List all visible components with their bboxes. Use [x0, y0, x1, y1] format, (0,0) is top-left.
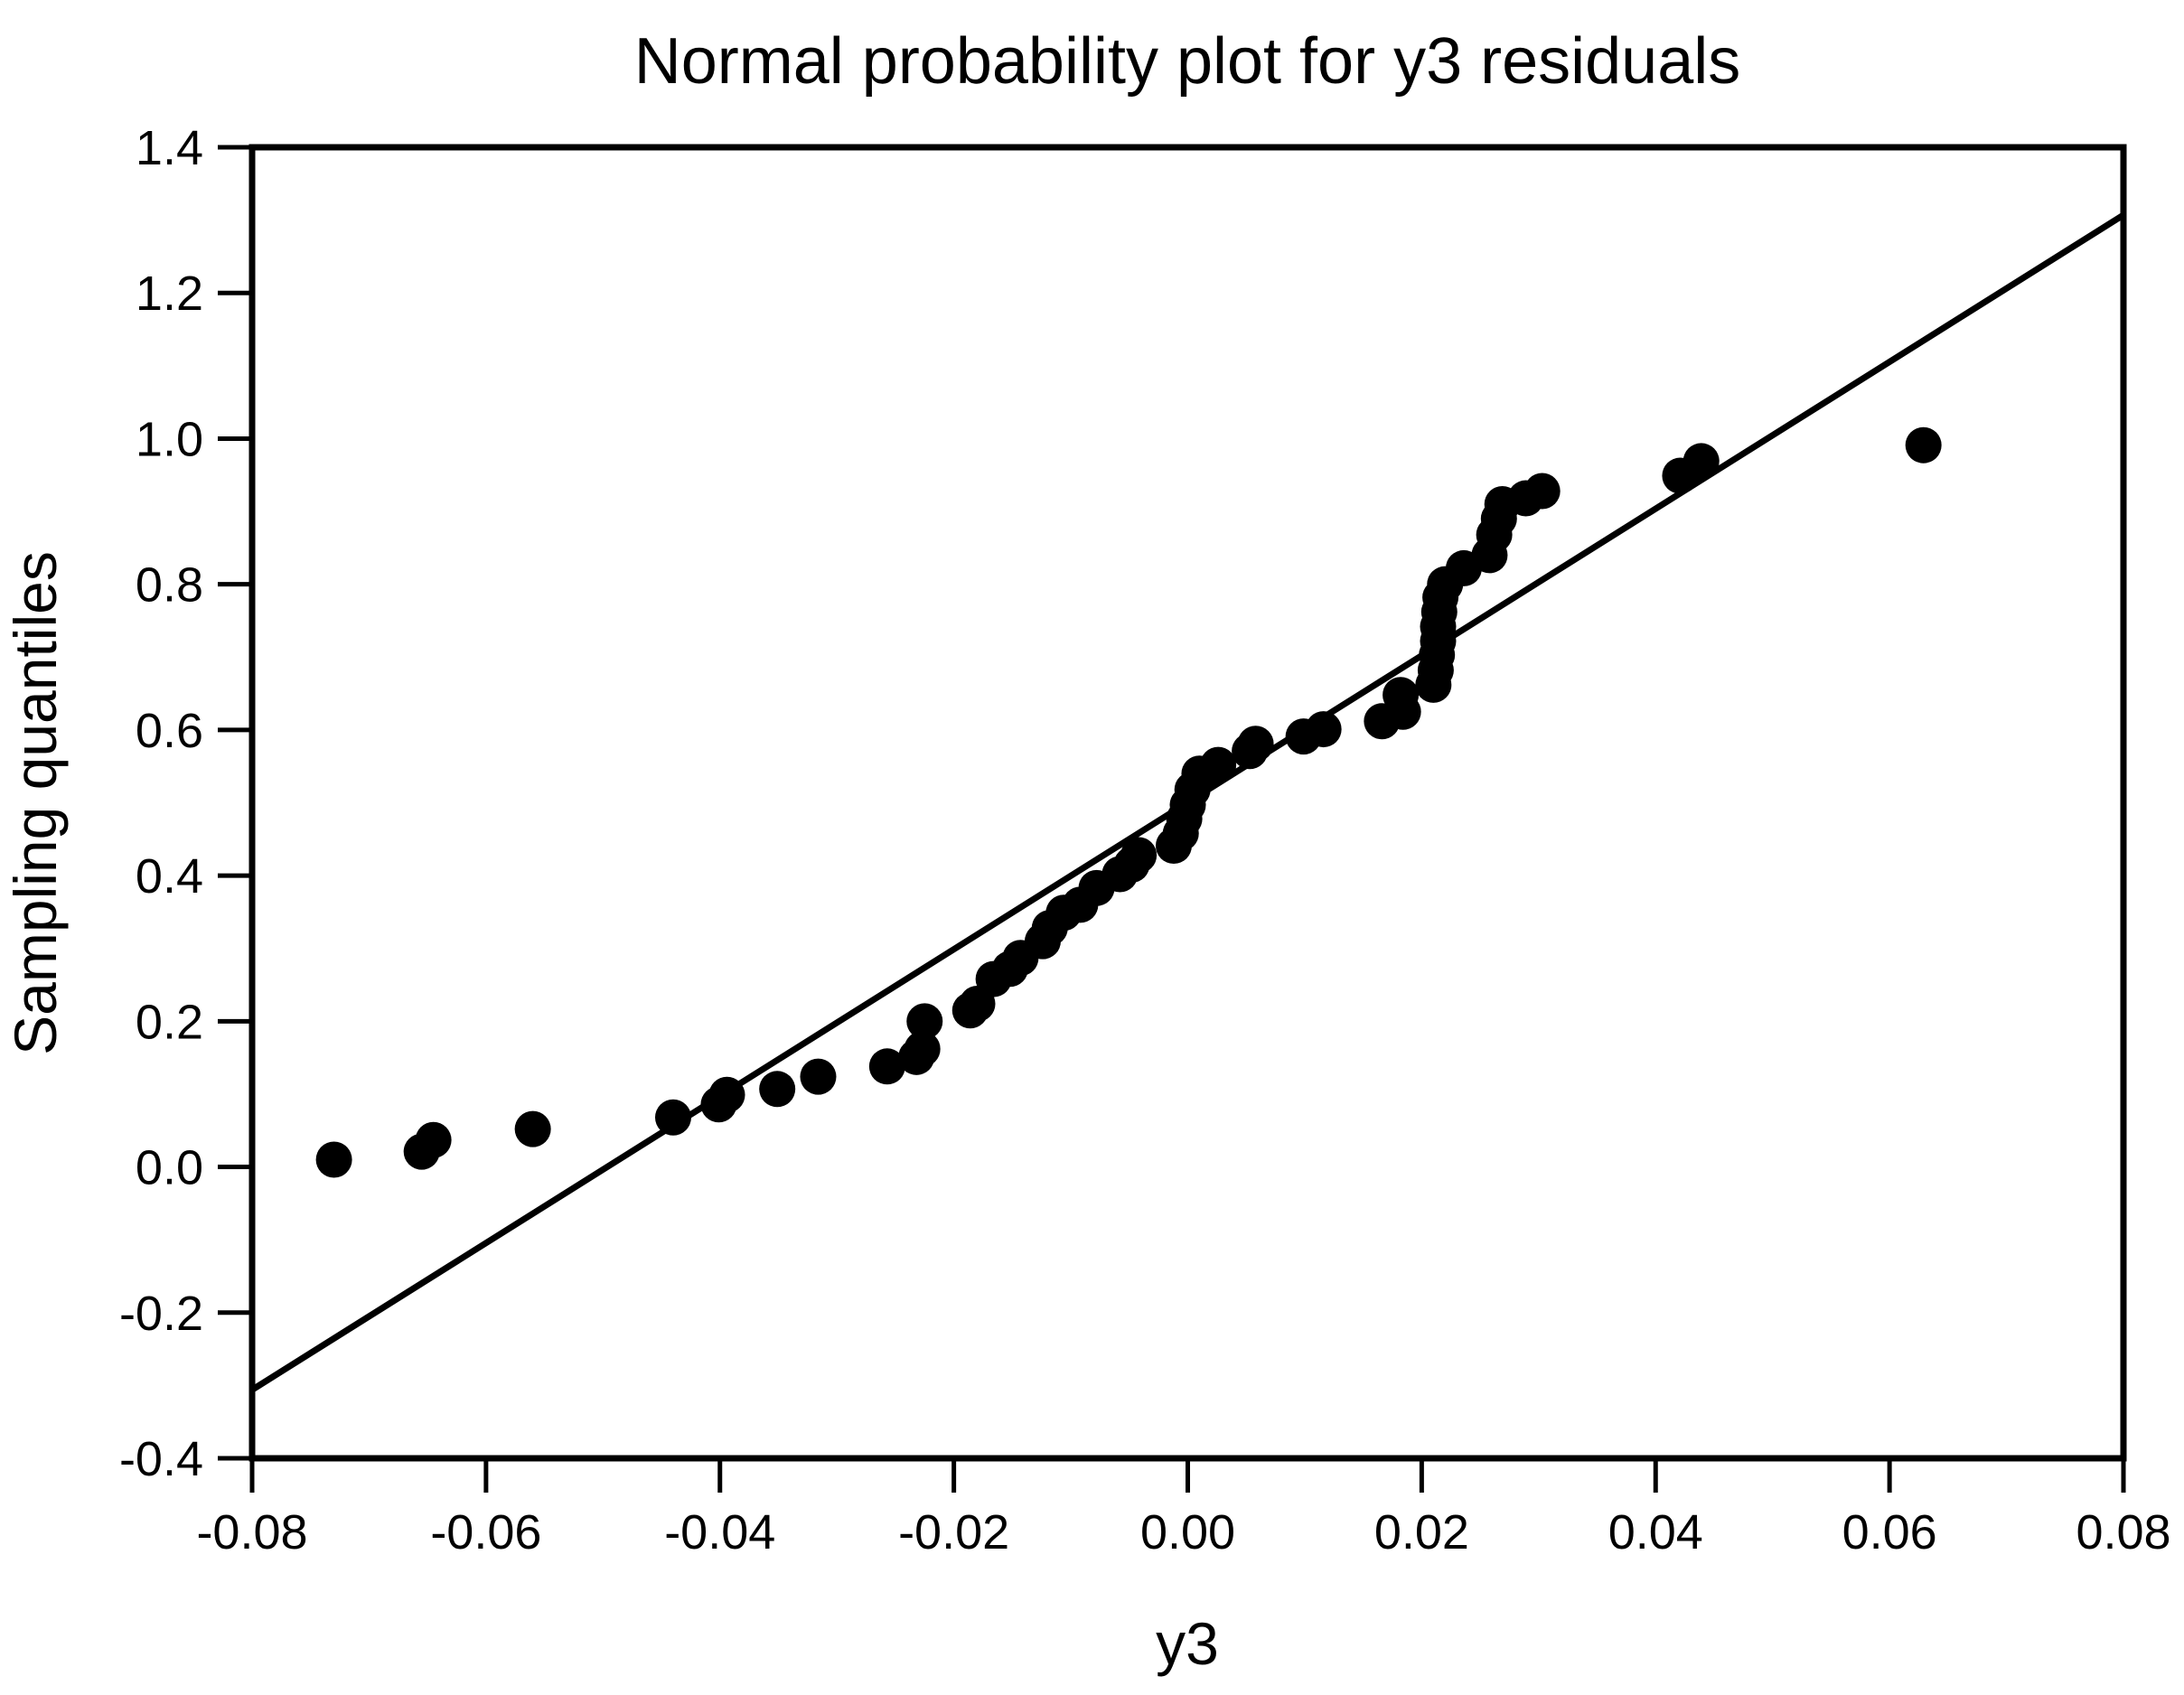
- data-point: [1305, 711, 1342, 748]
- x-tick-label: 0.02: [1374, 1505, 1469, 1559]
- data-point: [1683, 443, 1720, 480]
- data-point: [654, 1099, 691, 1136]
- y-tick-label: 0.8: [136, 558, 203, 613]
- chart-title: Normal probability plot for y3 residuals: [634, 25, 1741, 98]
- data-point: [759, 1071, 796, 1108]
- data-point: [800, 1058, 837, 1095]
- x-tick-label: -0.02: [898, 1505, 1009, 1559]
- data-point: [868, 1048, 905, 1085]
- data-point: [1383, 677, 1420, 714]
- x-tick-label: 0.04: [1608, 1505, 1703, 1559]
- data-point: [1523, 473, 1561, 510]
- data-point: [315, 1141, 352, 1178]
- chart-generated-layer: -0.08 -0.06 -0.04 -0.02 0.00 0.02 0.04 0.06 0.08…: [119, 121, 2171, 1559]
- y-tick-label: 1.2: [136, 267, 203, 321]
- data-point: [708, 1076, 745, 1113]
- y-tick-label: -0.2: [119, 1287, 203, 1341]
- x-tick-label: -0.08: [196, 1505, 307, 1559]
- x-tick-label: -0.04: [664, 1505, 775, 1559]
- y-tick-label: 1.4: [136, 121, 203, 175]
- data-point: [1200, 746, 1237, 783]
- x-axis-title: y3: [1156, 1610, 1219, 1677]
- y-tick-label: -0.4: [119, 1432, 203, 1486]
- data-point: [906, 1003, 943, 1040]
- data-point: [904, 1030, 941, 1067]
- x-tick-label: 0.08: [2076, 1505, 2170, 1559]
- y-tick-label: 0.6: [136, 704, 203, 758]
- data-point: [1237, 726, 1274, 763]
- y-tick-label: 0.2: [136, 995, 203, 1049]
- data-point: [1120, 837, 1158, 874]
- y-tick-label: 0.0: [136, 1141, 203, 1195]
- y-tick-label: 1.0: [136, 412, 203, 466]
- x-tick-label: -0.06: [430, 1505, 541, 1559]
- data-point: [1905, 426, 1942, 464]
- y-tick-label: 0.4: [136, 849, 203, 904]
- x-tick-label: 0.06: [1842, 1505, 1937, 1559]
- y-axis-title: Sampling quantiles: [2, 551, 69, 1055]
- x-tick-label: 0.00: [1140, 1505, 1235, 1559]
- data-point: [415, 1121, 452, 1158]
- data-point: [514, 1110, 551, 1147]
